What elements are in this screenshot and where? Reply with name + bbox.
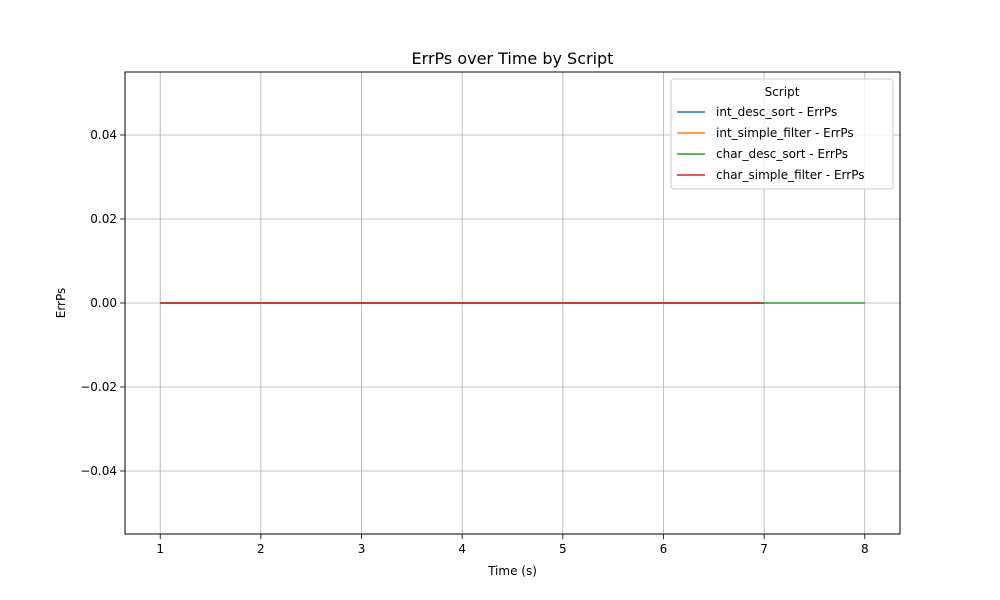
legend-title: Script — [765, 85, 800, 99]
legend-entry: char_desc_sort - ErrPs — [716, 147, 848, 161]
y-tick-label: 0.00 — [90, 296, 117, 310]
legend: Script int_desc_sort - ErrPs int_simple_fi… — [670, 78, 894, 190]
chart-title: ErrPs over Time by Script — [412, 49, 614, 68]
x-tick-label: 4 — [458, 542, 466, 556]
x-tick-label: 6 — [660, 542, 668, 556]
y-tick-label: −0.04 — [80, 464, 117, 478]
x-tick-label: 3 — [358, 542, 366, 556]
legend-entry: int_desc_sort - ErrPs — [716, 105, 837, 119]
legend-entry: char_simple_filter - ErrPs — [716, 168, 865, 182]
y-tick-label: 0.02 — [90, 212, 117, 226]
x-tick-label: 5 — [559, 542, 567, 556]
axis-ticks: 1 2 3 4 5 6 7 8 −0.04 −0.02 0.00 0.02 0.04 — [80, 128, 868, 556]
y-axis-label: ErrPs — [54, 288, 68, 319]
y-tick-label: 0.04 — [90, 128, 117, 142]
x-tick-label: 2 — [257, 542, 265, 556]
y-tick-label: −0.02 — [80, 380, 117, 394]
x-tick-label: 7 — [760, 542, 768, 556]
x-axis-label: Time (s) — [487, 564, 537, 578]
legend-box — [670, 78, 894, 190]
legend-entry: int_simple_filter - ErrPs — [716, 126, 854, 140]
x-tick-label: 1 — [156, 542, 164, 556]
x-tick-label: 8 — [861, 542, 869, 556]
